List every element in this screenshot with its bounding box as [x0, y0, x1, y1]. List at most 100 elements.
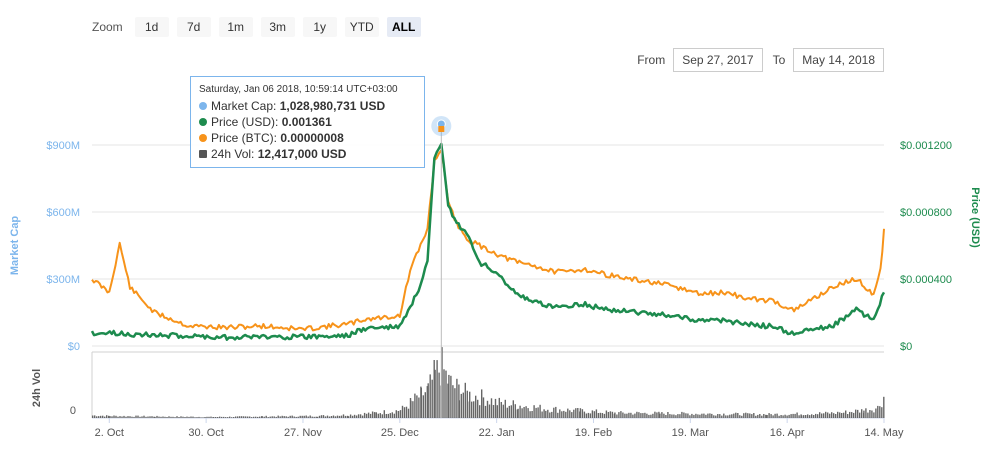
volume-bar: [357, 414, 360, 418]
volume-bar: [589, 413, 592, 418]
price-btc-line: [91, 149, 885, 332]
volume-bar: [92, 415, 94, 418]
volume-bar: [434, 369, 436, 418]
volume-bar: [289, 415, 291, 418]
left-axis-tick-label: $600M: [46, 207, 80, 219]
volume-bar: [571, 412, 573, 418]
x-axis-tick-label: 25. Dec: [381, 427, 419, 439]
volume-bar: [624, 413, 626, 418]
zoom-button-ytd[interactable]: YTD: [344, 17, 379, 37]
volume-bar: [798, 415, 800, 418]
volume-bar: [192, 416, 194, 418]
volume-bar: [815, 413, 817, 418]
volume-bar: [420, 387, 422, 418]
volume-bar: [210, 416, 212, 418]
volume-bar: [275, 416, 277, 418]
volume-bar: [106, 415, 108, 418]
volume-bar: [172, 416, 174, 418]
to-date-input[interactable]: May 14, 2018: [793, 48, 884, 72]
volume-bar: [881, 407, 883, 418]
volume-bar: [139, 416, 141, 418]
zoom-button-all[interactable]: ALL: [386, 17, 421, 37]
volume-bar: [458, 400, 460, 418]
volume-bar: [253, 416, 255, 418]
volume-bar: [671, 414, 673, 418]
volume-bar: [563, 410, 565, 418]
volume-bar: [151, 416, 153, 418]
volume-bar: [153, 416, 155, 418]
volume-bar: [597, 413, 600, 418]
volume-bar: [569, 410, 571, 418]
volume-bar: [717, 414, 719, 418]
volume-bar: [113, 415, 115, 418]
volume-bar: [723, 413, 725, 418]
volume-bar: [755, 415, 757, 418]
volume-bar: [174, 417, 176, 418]
volume-bar: [873, 412, 875, 418]
volume-bar: [871, 410, 873, 418]
volume-bar: [587, 412, 590, 418]
volume-bar: [299, 415, 301, 418]
volume-bar: [529, 411, 531, 418]
volume-bar: [245, 416, 247, 418]
volume-bar: [786, 415, 788, 418]
volume-bar: [693, 414, 695, 418]
volume-bar: [438, 372, 440, 418]
volume-bar: [727, 415, 729, 418]
zoom-button-7d[interactable]: 7d: [176, 17, 211, 37]
volume-bar: [661, 412, 663, 418]
volume-bar: [431, 379, 433, 418]
volume-bar: [351, 415, 354, 418]
volume-bar: [611, 411, 614, 418]
volume-bar: [770, 414, 772, 418]
volume-bar: [865, 408, 867, 418]
volume-bar: [506, 407, 508, 418]
volume-bar: [484, 405, 487, 418]
volume-bar: [766, 415, 768, 418]
volume-bar: [753, 413, 755, 418]
volume-bar: [412, 401, 414, 418]
volume-bar: [180, 416, 182, 418]
zoom-button-1y[interactable]: 1y: [302, 17, 337, 37]
volume-bar: [225, 417, 227, 418]
volume-bar: [293, 416, 295, 418]
market-cap-dot: [199, 101, 207, 110]
volume-bar: [407, 408, 410, 418]
price-usd-dot: [199, 117, 207, 126]
zoom-button-1d[interactable]: 1d: [134, 17, 169, 37]
volume-bar: [229, 416, 231, 418]
zoom-button-1m[interactable]: 1m: [218, 17, 253, 37]
volume-bar: [759, 414, 761, 418]
volume-bar: [316, 416, 319, 418]
zoom-button-3m[interactable]: 3m: [260, 17, 295, 37]
volume-bar: [859, 412, 861, 418]
volume-bar: [257, 416, 259, 418]
volume-bar: [622, 412, 624, 418]
chart-tooltip: Saturday, Jan 06 2018, 10:59:14 UTC+03:0…: [190, 76, 425, 168]
from-date-input[interactable]: Sep 27, 2017: [673, 48, 763, 72]
volume-bar: [456, 378, 458, 418]
x-axis-tick-label: 2. Oct: [95, 427, 124, 439]
volume-bar: [648, 414, 650, 418]
volume-bar: [204, 417, 206, 418]
volume-bar: [618, 412, 620, 418]
volume-bar: [285, 416, 287, 418]
volume-bar: [96, 416, 98, 418]
volume-bar: [94, 415, 96, 418]
volume-bar: [801, 415, 803, 418]
x-axis-tick-label: 19. Feb: [575, 427, 612, 439]
volume-bar: [877, 405, 879, 418]
volume-bar: [213, 417, 215, 418]
volume-bar: [685, 413, 687, 418]
volume-bar: [102, 415, 104, 418]
volume-bar: [667, 412, 669, 418]
volume-bar: [609, 411, 612, 418]
volume-bar: [817, 414, 819, 418]
volume-bar: [731, 414, 733, 418]
volume-bar: [98, 416, 100, 418]
volume-bar: [429, 374, 431, 418]
volume-bar: [523, 407, 525, 418]
volume-bar: [875, 408, 877, 418]
tooltip-row-market-cap: Market Cap: 1,028,980,731 USD: [199, 98, 416, 114]
